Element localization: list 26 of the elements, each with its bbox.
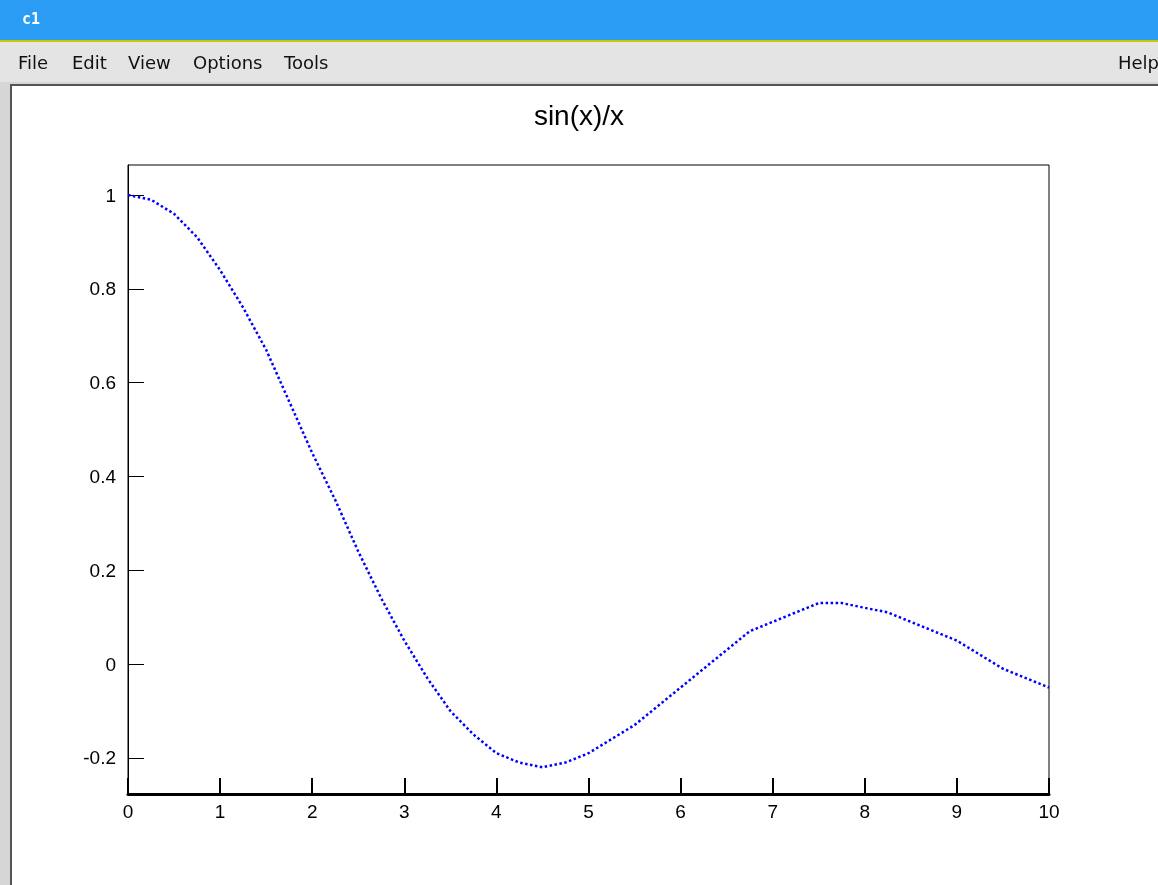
x-tick-label: 6 xyxy=(675,801,686,822)
text: Tools xyxy=(284,52,329,73)
text: Help xyxy=(1118,52,1158,73)
y-tick-label: 0.8 xyxy=(89,278,116,300)
y-tick-label: 0.2 xyxy=(89,559,116,581)
x-tick-label: 9 xyxy=(951,801,963,822)
text: File xyxy=(18,52,49,73)
y-tick-label: 0.6 xyxy=(89,372,116,394)
text: Options xyxy=(193,52,263,73)
y-tick-label: 0.4 xyxy=(89,465,117,487)
x-tick-label: 7 xyxy=(767,801,778,822)
text: View xyxy=(128,52,171,73)
x-tick-label: 2 xyxy=(306,801,318,822)
y-tick-label: 0 xyxy=(105,653,116,675)
chart-title: sin(x)/x xyxy=(533,99,625,131)
text: Edit xyxy=(72,52,107,73)
x-tick-label: 1 xyxy=(214,801,226,822)
x-tick-label: 5 xyxy=(583,801,594,822)
x-tick-label: 10 xyxy=(1038,801,1060,822)
x-tick-label: 0 xyxy=(122,801,134,822)
y-tick-label: -0.2 xyxy=(83,747,116,769)
text: c1 xyxy=(22,10,41,28)
x-tick-label: 4 xyxy=(491,801,503,822)
x-tick-label: 3 xyxy=(399,801,410,822)
y-tick-label: 1 xyxy=(105,184,116,206)
x-tick-label: 8 xyxy=(859,801,871,822)
